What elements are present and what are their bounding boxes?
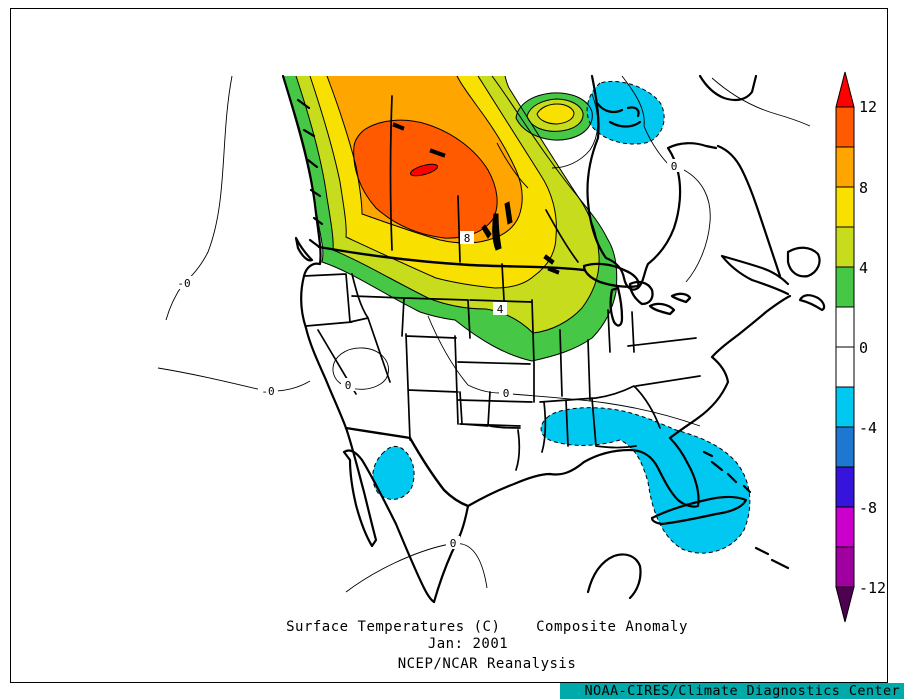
contour-label: -0 [261, 385, 274, 398]
colorbar-label: -12 [859, 579, 886, 597]
warm-anomaly-regions [283, 76, 617, 361]
contour-labels: 8 4 0 0 0 0 -0 -0 [174, 159, 681, 550]
lake-huron [628, 280, 654, 306]
northern-lakes [392, 122, 560, 275]
contour-label: 0 [450, 537, 457, 550]
colorbar-label: 4 [859, 259, 868, 277]
colorbar-label: -4 [859, 419, 877, 437]
region-minus2-southeast [540, 407, 751, 554]
lakes [392, 122, 692, 327]
warm-contour-lines [282, 75, 618, 362]
credit-banner: NOAA-CIRES/Climate Diagnostics Center [560, 683, 904, 699]
contour-label: 4 [497, 303, 504, 316]
lake-michigan [609, 286, 624, 327]
lake-erie [648, 302, 676, 316]
region-plus12 [409, 163, 439, 177]
contour-label: 0 [671, 160, 678, 173]
cell-yellow-core [537, 104, 574, 124]
colorbar-label: 12 [859, 98, 877, 116]
colorbar-label: 0 [859, 339, 868, 357]
colorbar-label: -8 [859, 499, 877, 517]
contour-label: 0 [503, 387, 510, 400]
province-borders [389, 95, 579, 263]
colorbar-arrow-down [835, 586, 855, 623]
plot-frame [10, 8, 888, 683]
contour-label: 0 [345, 379, 352, 392]
colorbar-label: 8 [859, 179, 868, 197]
state-borders [303, 263, 701, 471]
coastlines [281, 74, 826, 604]
lake-winnipeg [481, 201, 513, 251]
lake-superior [582, 262, 640, 288]
region-plus10 [353, 120, 498, 239]
zero-contours [157, 75, 811, 593]
lake-ontario [670, 292, 692, 304]
contour-label: -0 [177, 277, 190, 290]
contour-label: 8 [464, 232, 471, 245]
region-minus2-mexico [372, 445, 415, 500]
colorbar: 12 8 4 0 -4 -8 -12 [835, 71, 886, 623]
plot-subtitle-date: Jan: 2001 [427, 636, 509, 652]
national-borders [317, 245, 586, 508]
colorbar-labels: 12 8 4 0 -4 -8 -12 [859, 98, 886, 597]
plot-subtitle-dataset: NCEP/NCAR Reanalysis [397, 656, 577, 672]
plot-title: Surface Temperatures (C) Composite Anoma… [286, 619, 688, 635]
colorbar-arrow-up [835, 71, 855, 108]
